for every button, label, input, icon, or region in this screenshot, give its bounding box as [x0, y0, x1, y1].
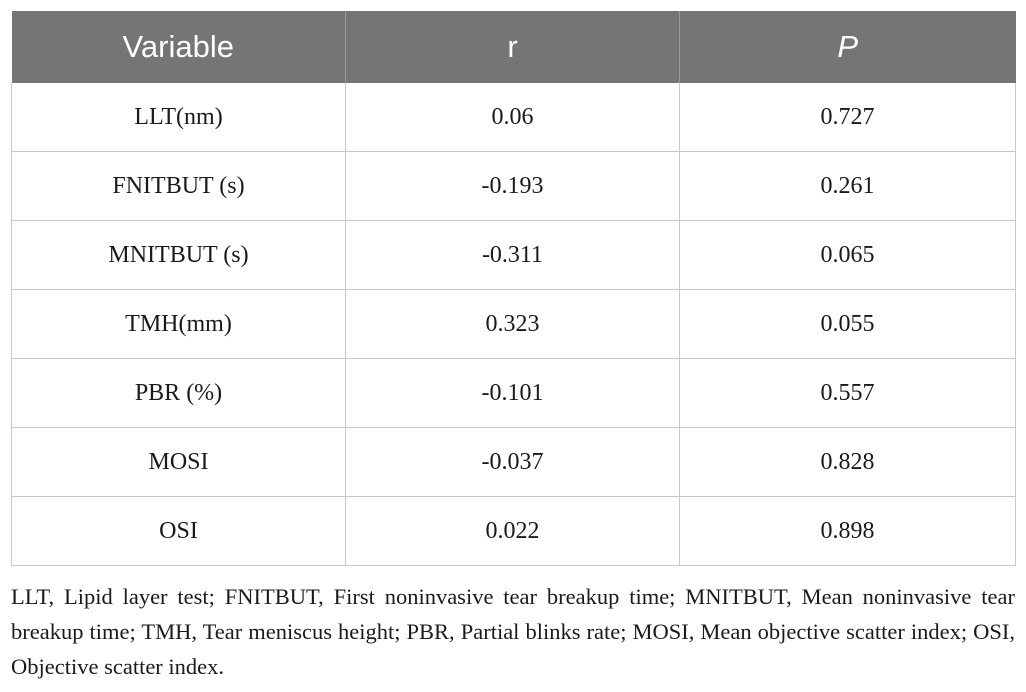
header-variable: Variable	[11, 11, 346, 83]
table-row: FNITBUT (s) -0.193 0.261	[11, 151, 1016, 221]
cell-r: -0.037	[345, 427, 680, 497]
cell-r: 0.022	[345, 496, 680, 566]
cell-p: 0.557	[679, 358, 1016, 428]
cell-variable: MOSI	[11, 427, 346, 497]
header-row: Variable r P	[11, 11, 1016, 83]
cell-r: -0.101	[345, 358, 680, 428]
cell-p: 0.898	[679, 496, 1016, 566]
table-footnote: LLT, Lipid layer test; FNITBUT, First no…	[11, 584, 1015, 679]
cell-r: 0.06	[345, 83, 680, 152]
correlation-table: Variable r P LLT(nm) 0.06 0.727 FNITBUT …	[11, 11, 1016, 566]
cell-r: 0.323	[345, 289, 680, 359]
cell-p: 0.828	[679, 427, 1016, 497]
cell-p: 0.261	[679, 151, 1016, 221]
header-r: r	[345, 11, 680, 83]
cell-p: 0.065	[679, 220, 1016, 290]
cell-variable: OSI	[11, 496, 346, 566]
table-row: MNITBUT (s) -0.311 0.065	[11, 220, 1016, 290]
cell-r: -0.193	[345, 151, 680, 221]
table-row: MOSI -0.037 0.828	[11, 427, 1016, 497]
cell-variable: FNITBUT (s)	[11, 151, 346, 221]
cell-variable: TMH(mm)	[11, 289, 346, 359]
table-row: TMH(mm) 0.323 0.055	[11, 289, 1016, 359]
table-row: LLT(nm) 0.06 0.727	[11, 83, 1016, 152]
cell-r: -0.311	[345, 220, 680, 290]
cell-variable: MNITBUT (s)	[11, 220, 346, 290]
header-p: P	[679, 11, 1016, 83]
cell-variable: PBR (%)	[11, 358, 346, 428]
table-header: Variable r P	[11, 11, 1016, 83]
table-body: LLT(nm) 0.06 0.727 FNITBUT (s) -0.193 0.…	[11, 83, 1016, 566]
cell-p: 0.727	[679, 83, 1016, 152]
correlation-table-container: Variable r P LLT(nm) 0.06 0.727 FNITBUT …	[11, 11, 1016, 566]
cell-variable: LLT(nm)	[11, 83, 346, 152]
table-row: PBR (%) -0.101 0.557	[11, 358, 1016, 428]
table-row: OSI 0.022 0.898	[11, 496, 1016, 566]
cell-p: 0.055	[679, 289, 1016, 359]
